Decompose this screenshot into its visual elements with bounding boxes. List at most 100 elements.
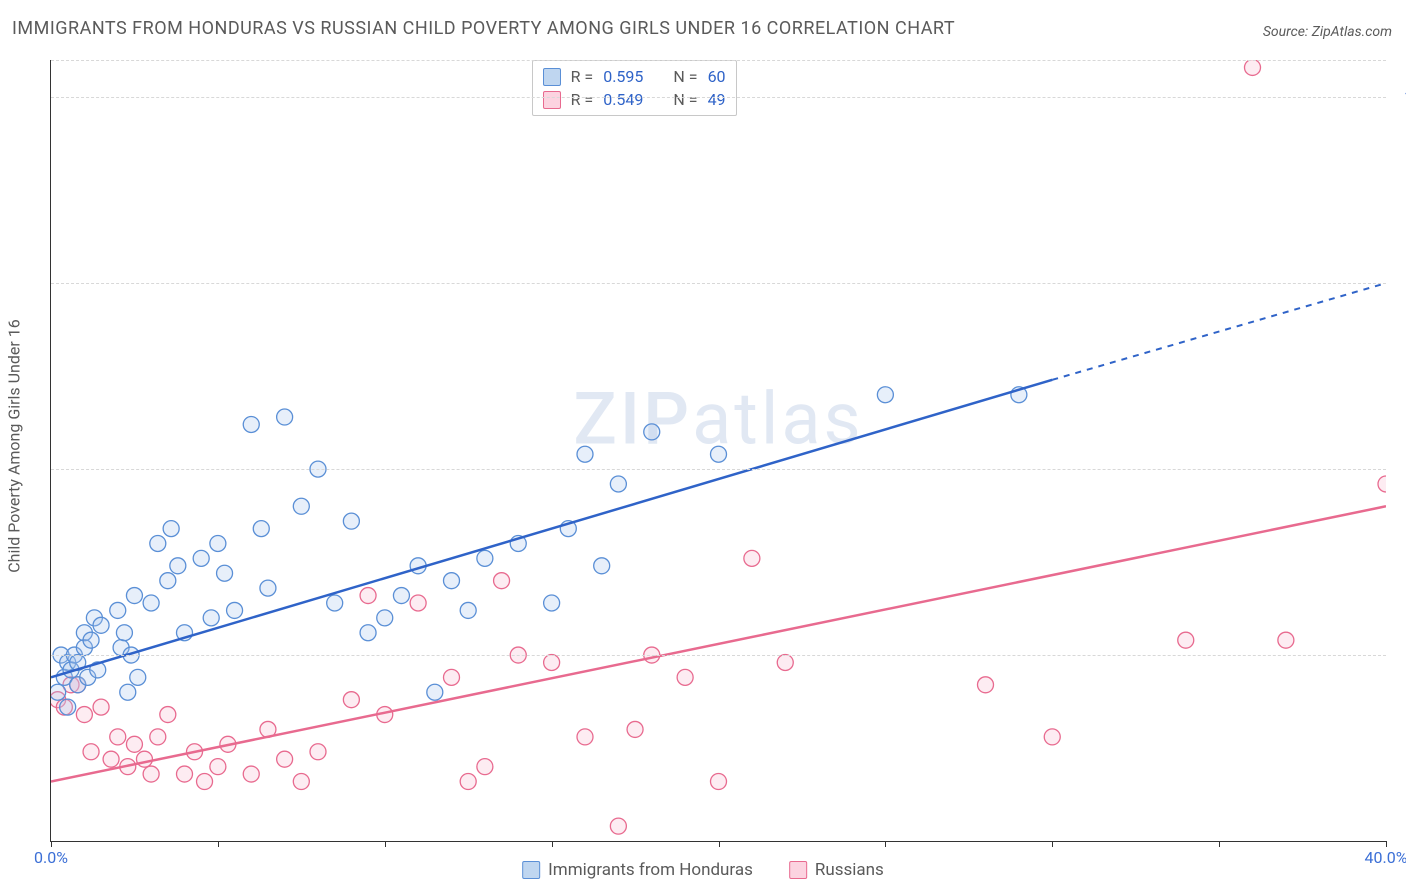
swatch-honduras bbox=[543, 68, 561, 86]
scatter-point bbox=[120, 759, 136, 775]
scatter-point bbox=[677, 669, 693, 685]
scatter-point bbox=[210, 535, 226, 551]
watermark: ZIPatlas bbox=[573, 377, 863, 462]
y-tick-label: 25.0% bbox=[1396, 646, 1406, 665]
trend-line bbox=[51, 380, 1052, 678]
source-credit: Source: ZipAtlas.com bbox=[1263, 24, 1392, 40]
scatter-point bbox=[160, 707, 176, 723]
scatter-point bbox=[253, 521, 269, 537]
scatter-point bbox=[160, 573, 176, 589]
scatter-point bbox=[1178, 632, 1194, 648]
scatter-point bbox=[594, 558, 610, 574]
scatter-point bbox=[177, 766, 193, 782]
scatter-point bbox=[126, 736, 142, 752]
chart-title: IMMIGRANTS FROM HONDURAS VS RUSSIAN CHIL… bbox=[12, 18, 955, 39]
x-tick bbox=[552, 841, 553, 847]
scatter-point bbox=[877, 387, 893, 403]
scatter-point bbox=[51, 684, 66, 700]
scatter-point bbox=[410, 595, 426, 611]
scatter-point bbox=[110, 602, 126, 618]
scatter-point bbox=[83, 744, 99, 760]
scatter-point bbox=[327, 595, 343, 611]
r-label: R = bbox=[571, 67, 594, 86]
scatter-point bbox=[1378, 476, 1386, 492]
scatter-point bbox=[544, 595, 560, 611]
scatter-point bbox=[610, 476, 626, 492]
scatter-point bbox=[90, 662, 106, 678]
scatter-point bbox=[193, 550, 209, 566]
scatter-point bbox=[777, 654, 793, 670]
correlation-legend: R = 0.595 N = 60 R = 0.549 N = 49 bbox=[532, 60, 737, 116]
scatter-point bbox=[377, 610, 393, 626]
scatter-point bbox=[177, 625, 193, 641]
scatter-point bbox=[1278, 632, 1294, 648]
x-tick bbox=[51, 841, 52, 847]
gridline bbox=[51, 655, 1386, 656]
gridline bbox=[51, 283, 1386, 284]
scatter-point bbox=[187, 744, 203, 760]
scatter-point bbox=[243, 416, 259, 432]
scatter-point bbox=[120, 684, 136, 700]
legend-item-russians: Russians bbox=[789, 860, 884, 880]
scatter-point bbox=[163, 521, 179, 537]
scatter-point bbox=[70, 654, 86, 670]
gridline bbox=[51, 97, 1386, 98]
scatter-point bbox=[377, 707, 393, 723]
scatter-point bbox=[360, 588, 376, 604]
scatter-point bbox=[197, 773, 213, 789]
x-tick bbox=[385, 841, 386, 847]
scatter-point bbox=[494, 573, 510, 589]
scatter-point bbox=[277, 409, 293, 425]
scatter-point bbox=[577, 729, 593, 745]
legend-item-honduras: Immigrants from Honduras bbox=[522, 860, 753, 880]
scatter-point bbox=[293, 498, 309, 514]
r-label: R = bbox=[571, 90, 594, 109]
legend-row-russians: R = 0.549 N = 49 bbox=[543, 88, 726, 111]
scatter-point bbox=[63, 677, 79, 693]
scatter-point bbox=[203, 610, 219, 626]
scatter-point bbox=[544, 654, 560, 670]
scatter-point bbox=[744, 550, 760, 566]
scatter-point bbox=[150, 535, 166, 551]
scatter-point bbox=[477, 759, 493, 775]
scatter-point bbox=[227, 602, 243, 618]
scatter-point bbox=[644, 424, 660, 440]
scatter-point bbox=[711, 773, 727, 789]
scatter-point bbox=[170, 558, 186, 574]
scatter-point bbox=[136, 751, 152, 767]
r-value-russians: 0.549 bbox=[603, 90, 643, 109]
scatter-point bbox=[56, 699, 72, 715]
scatter-point bbox=[220, 736, 236, 752]
scatter-point bbox=[76, 640, 92, 656]
scatter-point bbox=[113, 640, 129, 656]
x-tick-label: 40.0% bbox=[1365, 848, 1406, 867]
scatter-point bbox=[86, 610, 102, 626]
swatch-russians-bottom bbox=[789, 861, 807, 879]
source-label: Source: bbox=[1263, 24, 1308, 40]
scatter-point bbox=[1245, 60, 1261, 75]
swatch-honduras-bottom bbox=[522, 861, 540, 879]
scatter-point bbox=[577, 446, 593, 462]
x-tick bbox=[218, 841, 219, 847]
scatter-point bbox=[410, 558, 426, 574]
scatter-point bbox=[70, 677, 86, 693]
y-tick-label: 75.0% bbox=[1396, 274, 1406, 293]
scatter-point bbox=[130, 669, 146, 685]
scatter-point bbox=[260, 721, 276, 737]
n-value-honduras: 60 bbox=[708, 67, 726, 86]
scatter-point bbox=[444, 669, 460, 685]
n-label: N = bbox=[673, 90, 697, 109]
scatter-point bbox=[93, 699, 109, 715]
scatter-point bbox=[103, 751, 119, 767]
scatter-point bbox=[343, 513, 359, 529]
scatter-point bbox=[76, 707, 92, 723]
scatter-point bbox=[116, 625, 132, 641]
x-tick bbox=[1052, 841, 1053, 847]
series-legend: Immigrants from Honduras Russians bbox=[522, 860, 884, 880]
swatch-russians bbox=[543, 91, 561, 109]
scatter-point bbox=[560, 521, 576, 537]
x-tick bbox=[1219, 841, 1220, 847]
scatter-point bbox=[460, 773, 476, 789]
scatter-point bbox=[1011, 387, 1027, 403]
scatter-point bbox=[70, 677, 86, 693]
